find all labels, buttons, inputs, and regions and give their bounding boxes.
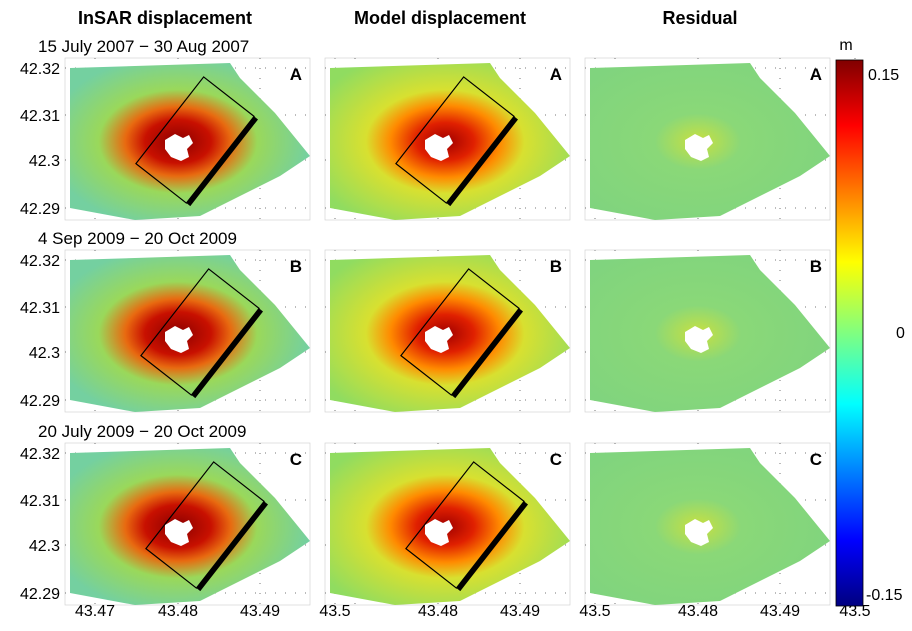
panel-letter: B bbox=[290, 257, 302, 276]
y-tick-label: 42.31 bbox=[20, 108, 60, 125]
y-tick-label: 42.3 bbox=[29, 153, 60, 170]
column-title: Residual bbox=[662, 8, 737, 28]
panel-letter: A bbox=[290, 65, 302, 84]
column-title: Model displacement bbox=[354, 8, 526, 28]
y-tick-label: 42.31 bbox=[20, 300, 60, 317]
y-tick-label: 42.29 bbox=[20, 586, 60, 603]
y-tick-label: 42.29 bbox=[20, 393, 60, 410]
panel-letter: C bbox=[810, 450, 822, 469]
panel-letter: C bbox=[290, 450, 302, 469]
panel-letter: B bbox=[550, 257, 562, 276]
row-title: 4 Sep 2009 − 20 Oct 2009 bbox=[38, 229, 237, 248]
panel-letter: A bbox=[810, 65, 822, 84]
colorbar-label: 0.15 bbox=[868, 67, 899, 84]
y-tick-label: 42.29 bbox=[20, 201, 60, 218]
colorbar bbox=[836, 60, 863, 606]
colorbar-unit: m bbox=[839, 37, 852, 54]
y-tick-label: 42.3 bbox=[29, 538, 60, 555]
x-tick-label: 43.48 bbox=[418, 603, 458, 620]
x-tick-label: 43.5 bbox=[579, 603, 610, 620]
row-title: 20 July 2009 − 20 Oct 2009 bbox=[38, 422, 246, 441]
y-tick-label: 42.32 bbox=[20, 253, 60, 270]
y-tick-label: 42.3 bbox=[29, 345, 60, 362]
y-tick-label: 42.32 bbox=[20, 61, 60, 78]
x-tick-label: 43.49 bbox=[500, 603, 540, 620]
x-tick-label: 43.49 bbox=[240, 603, 280, 620]
panel-letter: A bbox=[550, 65, 562, 84]
x-tick-label: 43.47 bbox=[75, 603, 115, 620]
colorbar-label: -0.15 bbox=[866, 587, 903, 604]
y-tick-label: 42.31 bbox=[20, 493, 60, 510]
x-tick-label: 43.48 bbox=[158, 603, 198, 620]
panel-letter: B bbox=[810, 257, 822, 276]
colorbar-label: 0 bbox=[896, 325, 905, 342]
x-tick-label: 43.49 bbox=[760, 603, 800, 620]
x-tick-label: 43.5 bbox=[319, 603, 350, 620]
y-tick-label: 42.32 bbox=[20, 446, 60, 463]
row-title: 15 July 2007 − 30 Aug 2007 bbox=[38, 37, 249, 56]
figure: InSAR displacement Model displacement Resi… bbox=[0, 0, 912, 626]
column-title: InSAR displacement bbox=[78, 8, 252, 28]
x-tick-label: 43.48 bbox=[678, 603, 718, 620]
panel-letter: C bbox=[550, 450, 562, 469]
